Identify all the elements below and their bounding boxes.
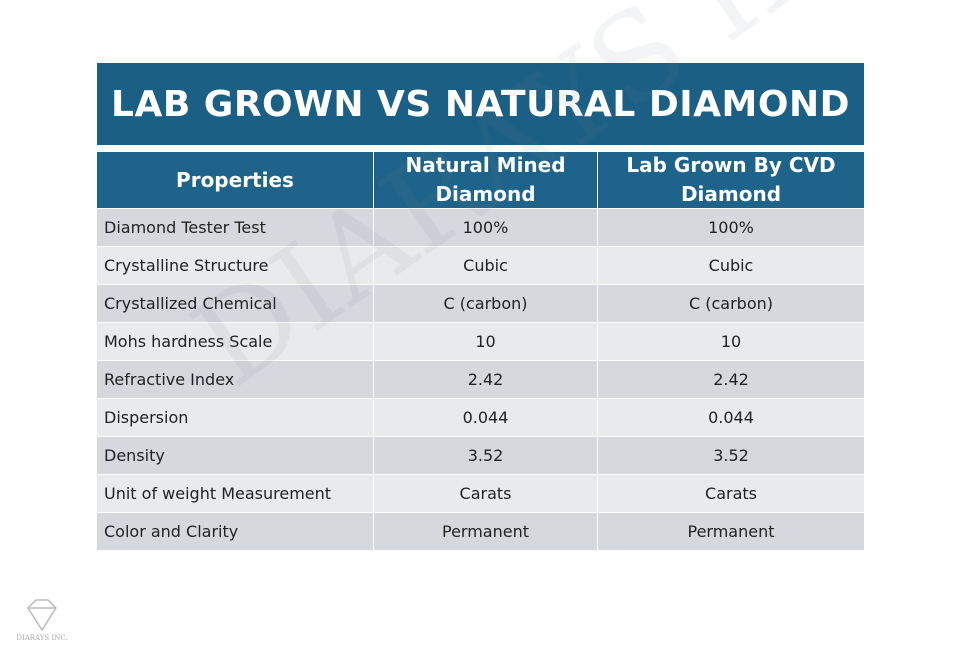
cell: 0.044	[374, 399, 597, 436]
cell: Cubic	[374, 247, 597, 284]
row-label: Color and Clarity	[97, 513, 373, 550]
column-header: Natural Mined Diamond	[374, 152, 597, 208]
row-label: Crystallized Chemical	[97, 285, 373, 322]
cell: Carats	[598, 475, 864, 512]
row-label: Diamond Tester Test	[97, 209, 373, 246]
cell: 2.42	[374, 361, 597, 398]
row-label: Crystalline Structure	[97, 247, 373, 284]
cell: 3.52	[598, 437, 864, 474]
cell: Carats	[374, 475, 597, 512]
cell: C (carbon)	[374, 285, 597, 322]
cell: 3.52	[374, 437, 597, 474]
logo: DIARAYS INC.	[16, 598, 68, 642]
cell: Cubic	[598, 247, 864, 284]
cell: 100%	[374, 209, 597, 246]
cell: 100%	[598, 209, 864, 246]
cell: C (carbon)	[598, 285, 864, 322]
cell: 0.044	[598, 399, 864, 436]
column-header: Lab Grown By CVD Diamond	[598, 152, 864, 208]
logo-text: DIARAYS INC.	[16, 634, 68, 642]
row-label: Unit of weight Measurement	[97, 475, 373, 512]
logo-icon	[27, 599, 57, 632]
row-label: Density	[97, 437, 373, 474]
cell: 10	[598, 323, 864, 360]
cell: Permanent	[598, 513, 864, 550]
comparison-table: Properties Natural Mined Diamond Lab Grown…	[97, 152, 864, 550]
row-label: Mohs hardness Scale	[97, 323, 373, 360]
row-label: Refractive Index	[97, 361, 373, 398]
row-label: Dispersion	[97, 399, 373, 436]
cell: Permanent	[374, 513, 597, 550]
column-header: Properties	[97, 152, 373, 208]
cell: 2.42	[598, 361, 864, 398]
title: LAB GROWN VS NATURAL DIAMOND	[97, 63, 864, 145]
cell: 10	[374, 323, 597, 360]
